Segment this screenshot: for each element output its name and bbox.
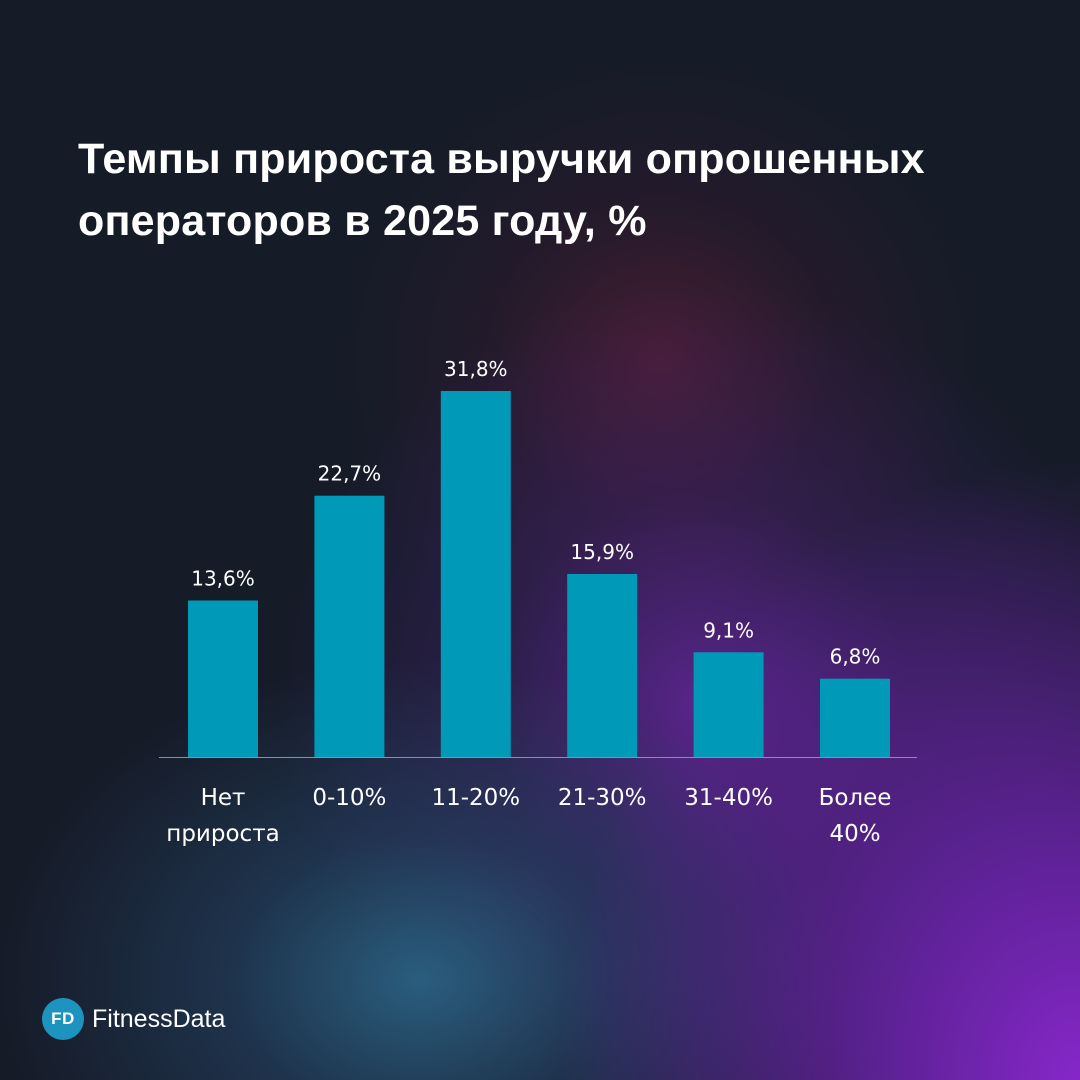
chart-title-line-2: операторов в 2025 году, %: [78, 197, 647, 245]
category-label-1-line-2: прироста: [166, 821, 279, 847]
value-label-3: 31,8%: [444, 357, 508, 381]
value-label-4: 15,9%: [570, 540, 634, 564]
fd-logo-icon: FD: [42, 998, 84, 1040]
bar-2: [314, 495, 385, 757]
chart-title: Темпы прироста выручки опрошенных операт…: [78, 128, 1038, 252]
category-label-1-line-1: Нет: [201, 785, 246, 811]
value-label-5: 9,1%: [703, 618, 754, 642]
category-label-3: 11-20%: [431, 785, 520, 811]
category-label-6-line-1: Более: [819, 785, 892, 811]
bar-5: [693, 652, 764, 757]
brand-name: FitnessData: [92, 1004, 226, 1033]
category-label-4: 21-30%: [558, 785, 647, 811]
value-label-6: 6,8%: [830, 645, 881, 669]
bar-4: [567, 574, 638, 757]
bar-3: [440, 391, 511, 757]
category-label-5: 31-40%: [684, 785, 773, 811]
brand-logo: FD FitnessData: [42, 998, 225, 1040]
value-label-1: 13,6%: [191, 567, 255, 591]
bar-1: [188, 600, 258, 757]
category-label-6-line-2: 40%: [829, 821, 880, 847]
category-label-2: 0-10%: [312, 785, 386, 811]
bar-6: [820, 678, 890, 757]
value-label-2: 22,7%: [318, 462, 382, 486]
chart-title-line-1: Темпы прироста выручки опрошенных: [78, 135, 925, 183]
